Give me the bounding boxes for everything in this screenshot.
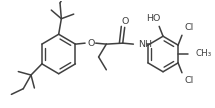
Text: Cl: Cl <box>185 76 194 85</box>
Text: NH: NH <box>138 40 152 49</box>
Text: CH₃: CH₃ <box>195 48 212 58</box>
Text: HO: HO <box>146 14 161 23</box>
Text: O: O <box>87 39 95 48</box>
Text: O: O <box>122 17 129 26</box>
Text: Cl: Cl <box>185 23 194 32</box>
